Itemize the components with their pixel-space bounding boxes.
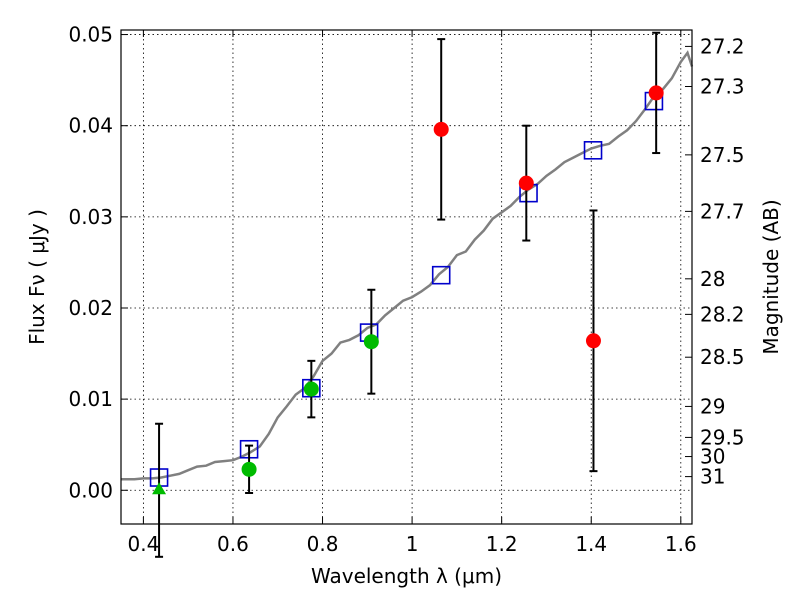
y-tick-label: 0.02 xyxy=(68,296,113,320)
observed-point xyxy=(241,461,257,477)
spectrum-line xyxy=(121,50,694,481)
tick-labels: 0.4 0.6 0.8 1 1.2 1.4 1.6 0.00 0.01 0.02 0.03 0.04 0… xyxy=(68,23,744,556)
y-axis-label: Flux Fν ( μJy ) xyxy=(25,209,49,345)
x-tick-label: 1.6 xyxy=(665,532,697,556)
magnitude-tick-label: 28.5 xyxy=(700,345,745,369)
magnitude-tick-label: 28.2 xyxy=(700,302,745,326)
x-tick-label: 1.4 xyxy=(575,532,607,556)
y-tick-label: 0.04 xyxy=(68,114,113,138)
observed-upper-limit-point xyxy=(152,482,167,495)
y-tick-label: 0.00 xyxy=(68,478,113,502)
observed-point xyxy=(303,381,319,397)
observed-point xyxy=(518,175,534,191)
y-tick-label: 0.01 xyxy=(68,387,113,411)
magnitude-tick-label: 27.3 xyxy=(700,75,745,99)
magnitude-tick-label: 27.7 xyxy=(700,199,745,223)
magnitude-tick-label: 30 xyxy=(700,445,725,469)
model-spectrum xyxy=(121,50,694,481)
x-tick-label: 0.6 xyxy=(217,532,249,556)
magnitude-tick-label: 28 xyxy=(700,267,725,291)
x-tick-label: 1 xyxy=(406,532,419,556)
plot-frame xyxy=(120,29,693,525)
magnitude-tick-label: 27.5 xyxy=(700,143,745,167)
x-tick-label: 1.2 xyxy=(486,532,518,556)
magnitude-tick-label: 31 xyxy=(700,465,725,489)
observed-photometry-series xyxy=(152,31,664,558)
magnitude-tick-label: 29.5 xyxy=(700,425,745,449)
observed-point xyxy=(433,121,449,137)
y-tick-label: 0.03 xyxy=(68,205,113,229)
model-photometry-point xyxy=(431,265,451,285)
observed-point xyxy=(585,333,601,349)
x-axis-label: Wavelength λ (μm) xyxy=(311,564,502,588)
y-tick-label: 0.05 xyxy=(68,23,113,47)
magnitude-tick-label: 27.2 xyxy=(700,34,745,58)
observed-point xyxy=(363,334,379,350)
observed-point xyxy=(648,85,664,101)
grid xyxy=(121,30,692,524)
x-tick-label: 0.8 xyxy=(307,532,339,556)
magnitude-axis-label: Magnitude (AB) xyxy=(759,199,783,354)
magnitude-tick-label: 29 xyxy=(700,394,725,418)
axis-ticks xyxy=(121,30,692,524)
x-tick-label: 0.4 xyxy=(127,532,159,556)
model-photometry-point xyxy=(583,141,603,160)
